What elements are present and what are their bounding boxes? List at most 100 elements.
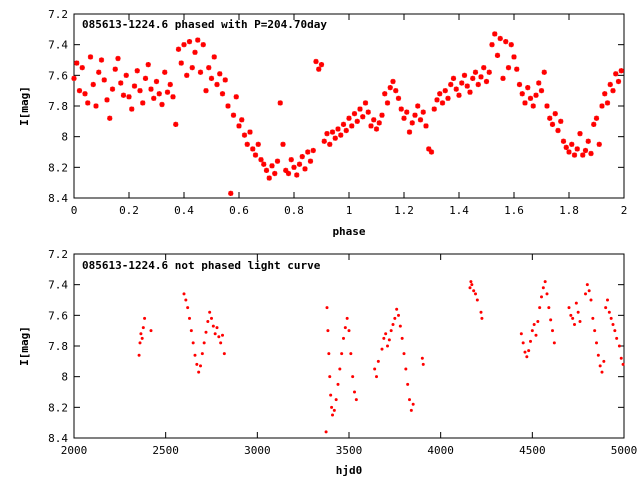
data-point (406, 382, 410, 386)
data-point (555, 127, 561, 134)
data-point (225, 103, 231, 109)
data-point (331, 413, 334, 417)
data-point (332, 135, 338, 141)
data-point (549, 318, 553, 322)
y-tick-label: 8.4 (48, 432, 68, 445)
data-point (585, 138, 591, 144)
data-point (143, 316, 147, 320)
data-point (228, 190, 234, 196)
data-point (585, 283, 589, 287)
data-point (263, 167, 270, 173)
data-point (307, 158, 314, 164)
data-point (479, 310, 483, 314)
data-point (384, 100, 391, 106)
data-point (604, 306, 608, 310)
data-point (354, 398, 358, 402)
data-point (516, 81, 523, 88)
data-point (521, 341, 525, 345)
data-point (536, 319, 540, 323)
data-point (316, 66, 322, 72)
data-point (589, 298, 593, 302)
data-point (137, 353, 141, 357)
data-point (464, 83, 470, 89)
unphased-y-axis: 7.2 7.4 7.6 7.8 8 8.2 8.4 (48, 248, 624, 445)
data-point (599, 103, 605, 109)
data-point (294, 172, 300, 178)
data-point (90, 81, 96, 88)
data-point (536, 80, 542, 86)
data-point (618, 68, 624, 74)
data-point (213, 332, 217, 336)
data-point (442, 88, 448, 94)
data-point (522, 100, 528, 106)
data-point (347, 329, 351, 333)
data-point (285, 170, 292, 177)
data-point (558, 118, 564, 124)
data-point (241, 132, 248, 138)
data-point (373, 367, 377, 371)
data-point (505, 65, 512, 71)
data-point (329, 129, 336, 135)
data-point (397, 313, 400, 317)
data-point (340, 121, 347, 127)
data-point (514, 66, 520, 72)
data-point (134, 68, 140, 74)
data-point (591, 316, 595, 320)
data-point (313, 58, 319, 65)
data-point (480, 316, 484, 320)
data-point (519, 91, 525, 97)
data-point (335, 126, 341, 132)
y-tick-label: 7.2 (48, 8, 68, 21)
data-point (409, 120, 415, 126)
data-point (523, 350, 527, 354)
data-point (188, 316, 191, 320)
data-point (159, 101, 165, 108)
data-point (274, 158, 281, 164)
data-point (145, 62, 151, 68)
data-point (382, 336, 386, 340)
data-point (96, 69, 102, 75)
data-point (621, 362, 625, 366)
data-point (175, 46, 182, 52)
data-point (219, 341, 223, 345)
x-tick-label: 0.2 (119, 204, 139, 217)
data-point (595, 341, 598, 345)
data-point (186, 39, 193, 45)
data-point (208, 310, 212, 314)
data-point (593, 115, 600, 121)
data-point (327, 352, 331, 356)
data-point (519, 332, 523, 336)
data-point (411, 402, 415, 406)
data-point (373, 126, 380, 132)
data-point (272, 170, 278, 177)
data-point (277, 100, 283, 106)
data-point (233, 94, 239, 100)
data-point (569, 313, 573, 317)
data-point (380, 347, 384, 351)
data-point (588, 150, 594, 157)
unphased-x-axis: 2000 2500 3000 3500 4000 4500 5000 (61, 254, 637, 457)
data-point (186, 306, 190, 310)
data-point (326, 329, 330, 333)
data-point (170, 94, 176, 100)
data-point (214, 81, 220, 88)
data-point (576, 310, 580, 314)
data-point (365, 109, 371, 115)
data-point (426, 146, 432, 152)
data-point (376, 359, 380, 363)
data-point (208, 75, 215, 81)
data-point (467, 89, 473, 95)
data-point (202, 341, 206, 345)
data-point (305, 149, 311, 155)
data-point (199, 364, 202, 368)
data-point (189, 329, 193, 333)
y-tick-label: 8 (61, 131, 68, 144)
data-point (574, 146, 580, 152)
data-point (217, 335, 221, 339)
data-point (569, 141, 575, 147)
data-point (393, 316, 397, 320)
data-point (503, 39, 509, 45)
unphased-y-axis-label: I[mag] (18, 326, 31, 366)
data-point (468, 286, 472, 290)
data-point (408, 398, 411, 402)
